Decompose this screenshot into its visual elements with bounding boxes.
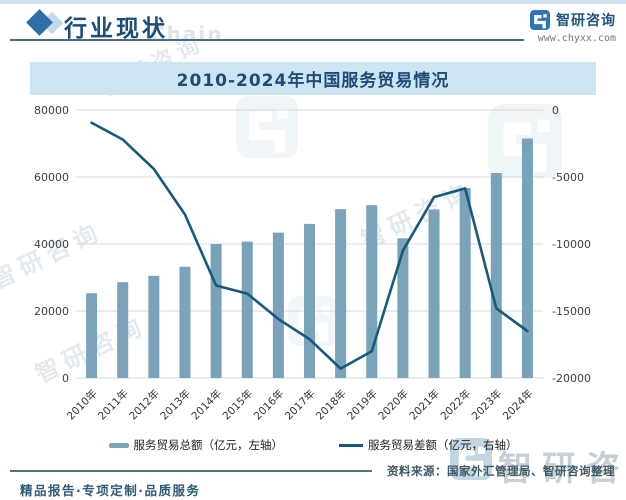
x-axis-label: 2017年 [282, 387, 318, 423]
bar-2022年 [459, 188, 471, 378]
x-axis-label: 2015年 [220, 387, 256, 423]
right-axis-tick-label: -15000 [552, 305, 591, 318]
bar-2012年 [148, 275, 160, 378]
brand-block: 智研咨询 www.chyxx.com [466, 10, 616, 44]
x-axis-label: 2010年 [64, 387, 100, 423]
bar-2013年 [179, 266, 191, 378]
footer-divider [10, 470, 372, 472]
bar-2014年 [210, 244, 222, 378]
left-axis-tick-label: 60000 [34, 171, 69, 184]
bar-2016年 [272, 232, 284, 378]
legend-item-bar: 服务贸易总额（亿元，左轴） [108, 437, 284, 453]
bar-2015年 [241, 241, 253, 378]
brand-url[interactable]: www.chyxx.com [537, 33, 616, 44]
x-axis-label: 2012年 [126, 387, 162, 423]
chart-title-band: 2010-2024年中国服务贸易情况 [30, 62, 596, 95]
left-axis-tick-label: 40000 [34, 238, 69, 251]
left-axis-tick-label: 80000 [34, 104, 69, 117]
chart-legend: 服务贸易总额（亿元，左轴） 服务贸易差额（亿元，右轴） [30, 437, 596, 453]
bar-2023年 [490, 172, 502, 378]
x-axis-label: 2016年 [251, 387, 287, 423]
bar-2024年 [521, 138, 533, 378]
data-source: 资料来源：国家外汇管理局、智研咨询整理 [387, 464, 615, 478]
bar-2021年 [428, 209, 440, 378]
x-axis-label: 2019年 [344, 387, 380, 423]
bar-2019年 [366, 205, 378, 378]
chart-card: 2010-2024年中国服务贸易情况 80000 0 60000 -5000 40000… [30, 62, 596, 436]
page-title: 行业现状 [64, 16, 168, 42]
x-axis-label: 2022年 [438, 387, 474, 423]
legend-line-swatch [339, 443, 363, 447]
x-axis-label: 2021年 [407, 387, 443, 423]
right-axis-tick-label: -20000 [552, 372, 591, 385]
right-axis-tick-label: 0 [552, 104, 559, 117]
legend-item-line: 服务贸易差额（亿元，右轴） [339, 437, 518, 453]
x-axis-label: 2023年 [469, 387, 505, 423]
bar-2020年 [397, 238, 409, 378]
legend-bar-label: 服务贸易总额（亿元，左轴） [133, 438, 284, 452]
bar-2017年 [304, 223, 315, 378]
trend-line [90, 121, 529, 370]
bar-2011年 [117, 282, 129, 378]
top-accent-strip [0, 0, 626, 4]
legend-bar-swatch [108, 442, 129, 448]
chart-title: 2010-2024年中国服务贸易情况 [176, 71, 450, 91]
x-axis-label: 2014年 [189, 387, 225, 423]
footer-tagline: 精品报告·专项定制·品质服务 [20, 483, 201, 498]
legend-line-label: 服务贸易差额（亿元，右轴） [368, 438, 518, 452]
x-axis-label: 2018年 [313, 387, 349, 423]
x-axis-label: 2020年 [376, 387, 412, 423]
page-header: 行业现状 智研咨询 www.chyxx.com [0, 8, 626, 44]
combo-chart: 80000 0 60000 -5000 40000 -10000 20000 -15000 0 -… [34, 104, 591, 423]
right-axis-tick-label: -10000 [552, 238, 591, 251]
x-axis-label: 2011年 [95, 387, 131, 423]
x-axis-label: 2024年 [500, 387, 536, 423]
bar-2018年 [335, 209, 347, 378]
right-axis-tick-label: -5000 [552, 171, 584, 184]
left-axis-tick-label: 20000 [34, 305, 69, 318]
left-axis-tick-label: 0 [62, 372, 69, 385]
brand-logo-icon [530, 10, 550, 30]
header-divider [10, 39, 524, 41]
diamond-icon [26, 9, 68, 37]
x-axis-label: 2013年 [158, 387, 194, 423]
bar-2010年 [86, 293, 98, 378]
brand-name: 智研咨询 [556, 13, 616, 29]
